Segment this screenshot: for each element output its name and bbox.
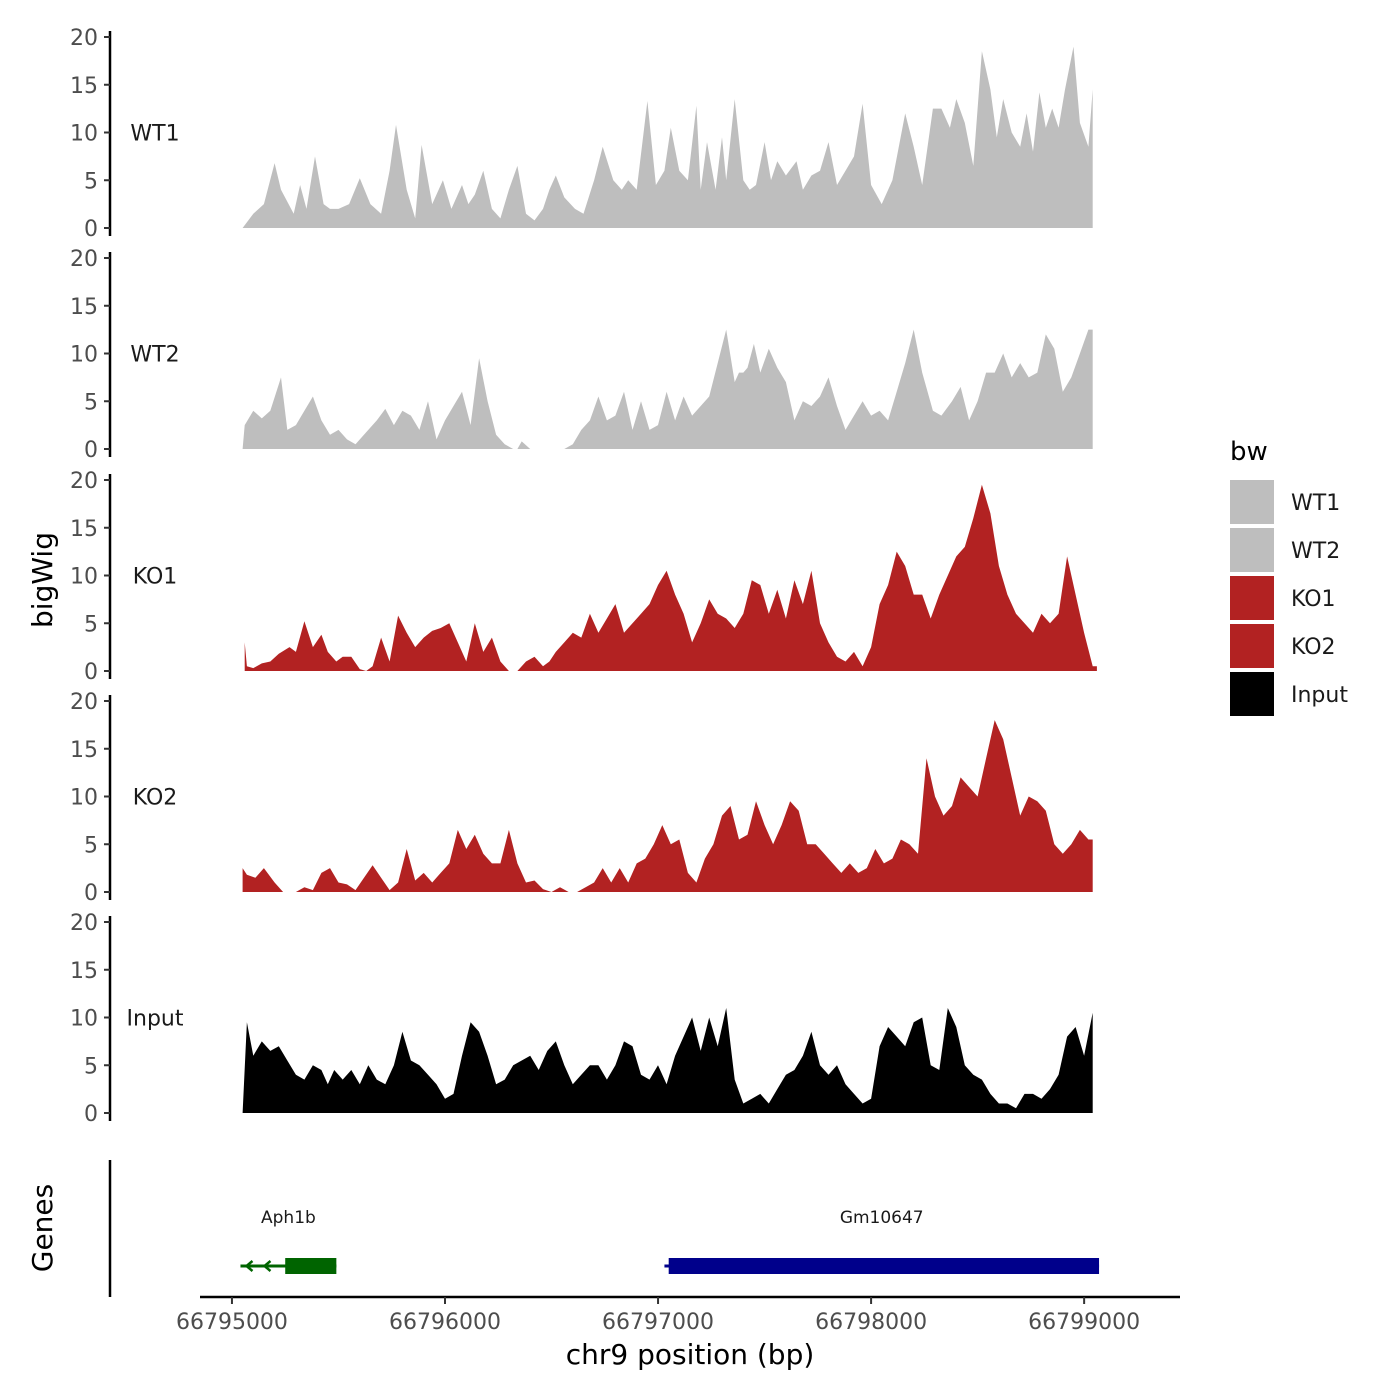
track-panel: 0 5 10 15 20 KO1 — [70, 469, 1097, 685]
y-tick-label: 5 — [84, 1054, 98, 1079]
gene-exon — [285, 1258, 337, 1274]
y-tick-label: 10 — [70, 1007, 98, 1032]
signal-area — [242, 720, 1093, 892]
y-tick-label: 10 — [70, 786, 98, 811]
legend-swatch — [1230, 624, 1274, 668]
track-panel: 0 5 10 15 20 WT1 — [70, 26, 1093, 242]
x-axis: 66795000 66796000 66797000 66798000 66799000 — [176, 1295, 1180, 1335]
y-tick-label: 20 — [70, 247, 98, 272]
y-tick-label: 5 — [84, 612, 98, 637]
legend-swatch — [1230, 576, 1274, 620]
gene-label: Gm10647 — [840, 1208, 924, 1228]
legend: bw WT1 WT2 KO1 KO2 Input — [1230, 437, 1348, 716]
y-tick-label: 0 — [84, 1102, 98, 1127]
genes-axis-title: Genes — [26, 1184, 59, 1272]
y-tick-label: 5 — [84, 169, 98, 194]
gene-label: Aph1b — [261, 1208, 316, 1228]
legend-label: WT2 — [1291, 539, 1340, 564]
track-panel: 0 5 10 15 20 KO2 — [70, 690, 1093, 906]
y-tick-label: 0 — [84, 660, 98, 685]
x-tick-label: 66796000 — [389, 1310, 501, 1335]
signal-area — [242, 1008, 1093, 1113]
y-tick-label: 15 — [70, 517, 98, 542]
track-name-label: KO1 — [133, 565, 178, 590]
signal-area — [242, 46, 1093, 228]
gene-exon — [668, 1258, 1100, 1274]
track-name-label: KO2 — [133, 786, 178, 811]
legend-swatch — [1230, 480, 1274, 524]
y-axis-title: bigWig — [26, 532, 59, 628]
y-tick-label: 20 — [70, 26, 98, 51]
y-tick-label: 5 — [84, 833, 98, 858]
y-tick-label: 20 — [70, 911, 98, 936]
legend-label: KO1 — [1291, 587, 1336, 612]
genes-panel: Aph1b Gm10647 — [108, 1160, 1100, 1297]
legend-label: Input — [1291, 683, 1348, 708]
track-panel: 0 5 10 15 20 Input — [70, 911, 1093, 1127]
y-tick-label: 5 — [84, 390, 98, 415]
track-name-label: WT2 — [130, 343, 179, 368]
y-tick-label: 0 — [84, 881, 98, 906]
y-tick-label: 10 — [70, 343, 98, 368]
signal-area — [244, 484, 1097, 671]
legend-label: WT1 — [1291, 491, 1340, 516]
x-axis-title: chr9 position (bp) — [566, 1338, 815, 1371]
legend-title: bw — [1230, 437, 1268, 467]
y-tick-label: 20 — [70, 690, 98, 715]
track-panels: 0 5 10 15 20 WT1 0 5 10 15 20 WT2 0 5 10 15 20 KO1 0 5 10 15 2… — [70, 26, 1097, 1127]
strand-arrow — [262, 1260, 272, 1272]
x-tick-label: 66795000 — [176, 1310, 288, 1335]
track-name-label: WT1 — [130, 122, 179, 147]
legend-label: KO2 — [1291, 635, 1336, 660]
y-tick-label: 15 — [70, 74, 98, 99]
signal-area — [242, 329, 1093, 449]
y-tick-label: 0 — [84, 217, 98, 242]
x-tick-label: 66798000 — [815, 1310, 927, 1335]
y-tick-label: 0 — [84, 438, 98, 463]
strand-arrow — [244, 1260, 254, 1272]
gene-model: Gm10647 — [664, 1208, 1100, 1274]
y-tick-label: 10 — [70, 122, 98, 147]
y-tick-label: 15 — [70, 738, 98, 763]
track-panel: 0 5 10 15 20 WT2 — [70, 247, 1093, 463]
legend-swatch — [1230, 672, 1274, 716]
y-tick-label: 15 — [70, 295, 98, 320]
x-tick-label: 66797000 — [602, 1310, 714, 1335]
x-tick-label: 66799000 — [1028, 1310, 1140, 1335]
gene-model: Aph1b — [240, 1208, 337, 1274]
track-name-label: Input — [127, 1007, 184, 1032]
y-tick-label: 20 — [70, 469, 98, 494]
y-tick-label: 15 — [70, 959, 98, 984]
legend-swatch — [1230, 528, 1274, 572]
y-tick-label: 10 — [70, 565, 98, 590]
